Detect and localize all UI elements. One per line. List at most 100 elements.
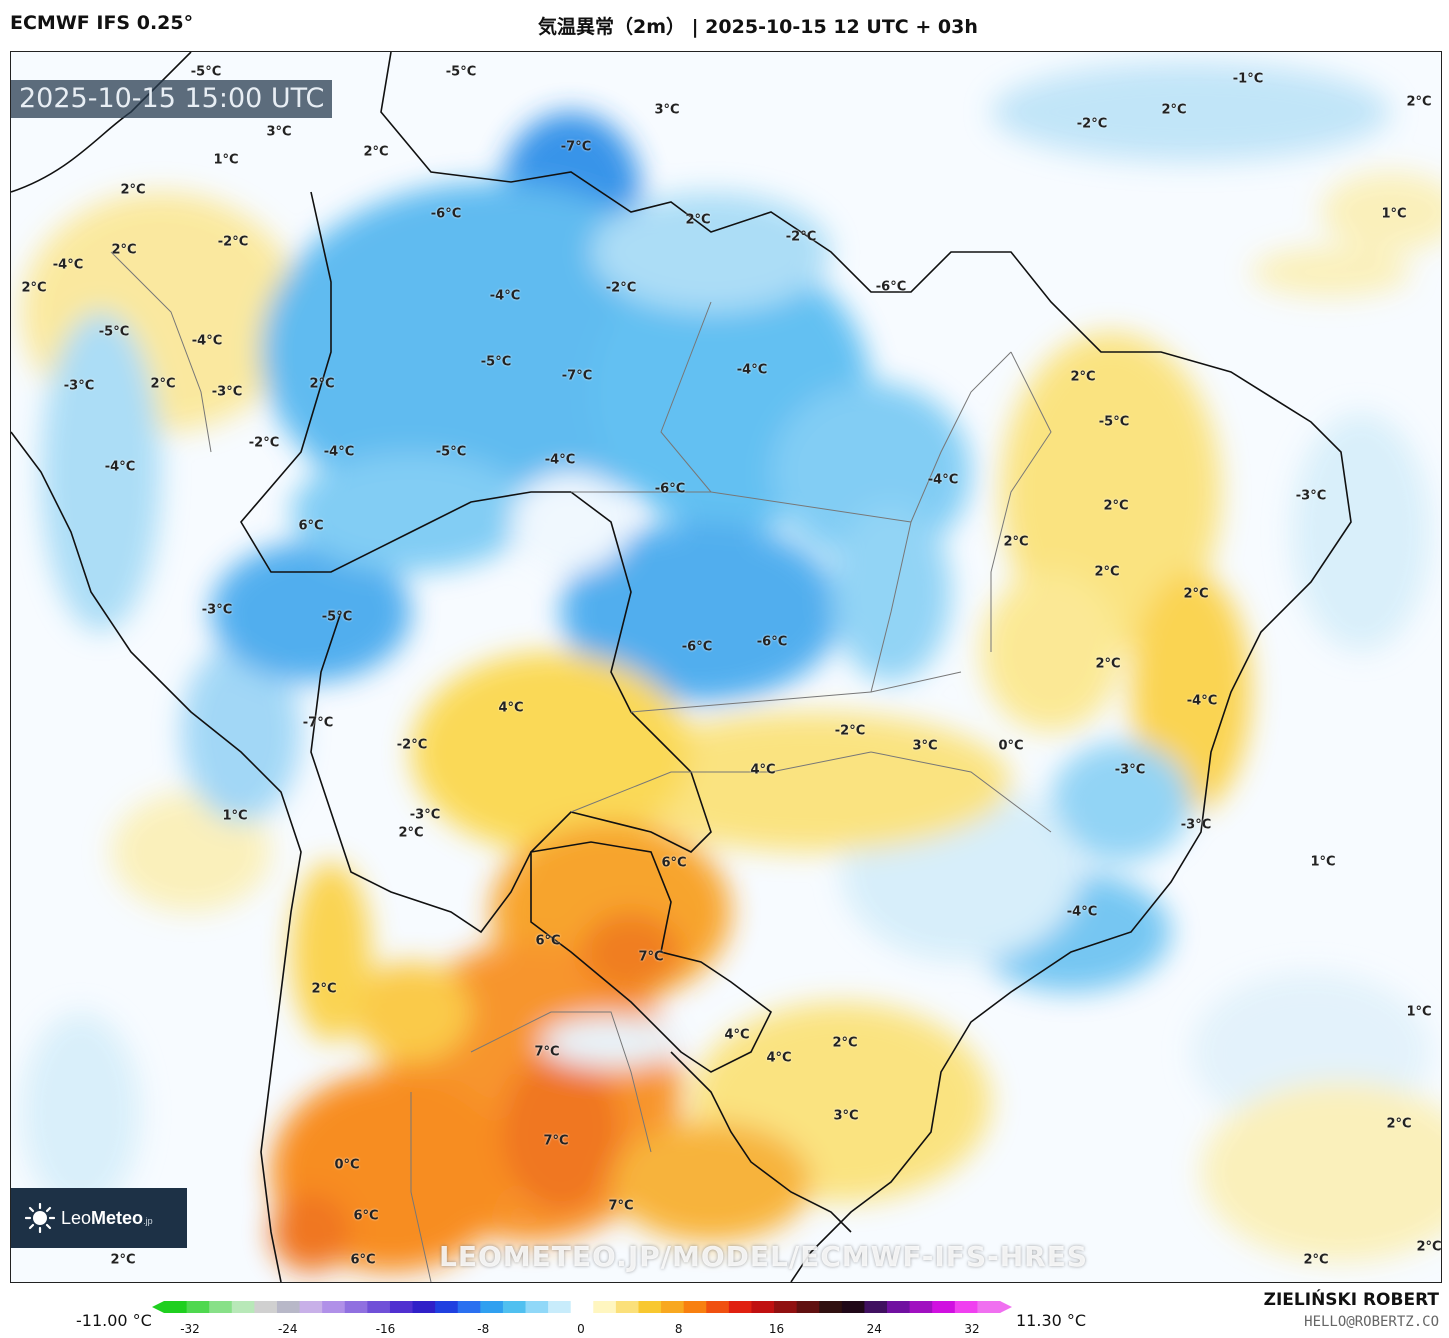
anomaly-label: 3°C bbox=[654, 102, 680, 118]
color-scale-swatch bbox=[322, 1301, 346, 1313]
color-scale-swatch bbox=[683, 1301, 707, 1313]
anomaly-label: 2°C bbox=[1094, 564, 1120, 580]
anomaly-map: 2025-10-15 15:00 UTC -5°C -5°C -1°C 2°C 3°C -… bbox=[10, 51, 1442, 1283]
color-scale-swatch bbox=[728, 1301, 752, 1313]
color-scale-swatch bbox=[164, 1301, 188, 1313]
anomaly-label: 2°C bbox=[150, 376, 176, 392]
color-scale-tick: -32 bbox=[180, 1322, 200, 1336]
anomaly-label: -2°C bbox=[396, 737, 428, 753]
color-scale-tick: -8 bbox=[477, 1322, 490, 1336]
anomaly-label: -6°C bbox=[681, 639, 713, 655]
color-scale-swatch bbox=[502, 1301, 527, 1313]
model-name: ECMWF IFS 0.25° bbox=[10, 12, 194, 34]
anomaly-label: 0°C bbox=[998, 738, 1024, 754]
anomaly-label: -5°C bbox=[1098, 414, 1130, 430]
anomaly-label: -2°C bbox=[1076, 116, 1108, 132]
color-scale-swatch bbox=[819, 1301, 843, 1313]
color-scale-swatch bbox=[344, 1301, 368, 1313]
anomaly-label: -2°C bbox=[834, 723, 866, 739]
anomaly-label: -2°C bbox=[785, 229, 817, 245]
anomaly-label: -4°C bbox=[323, 444, 355, 460]
color-scale-swatch bbox=[254, 1301, 278, 1313]
anomaly-label: 1°C bbox=[1406, 1004, 1432, 1020]
logo-text: LeoMeteo.jp bbox=[61, 1207, 153, 1228]
anomaly-label: -7°C bbox=[302, 715, 334, 731]
anomaly-label: -2°C bbox=[605, 280, 637, 296]
anomaly-label: 2°C bbox=[1183, 586, 1209, 602]
anomaly-label: 3°C bbox=[833, 1108, 859, 1124]
anomaly-label: -7°C bbox=[560, 139, 592, 155]
chart-title: 気温異常（2m） | 2025-10-15 12 UTC + 03h bbox=[538, 16, 978, 38]
anomaly-label: 1°C bbox=[1310, 854, 1336, 870]
anomaly-label: -5°C bbox=[98, 324, 130, 340]
color-scale-swatch bbox=[548, 1301, 572, 1313]
color-scale-swatch bbox=[661, 1301, 685, 1313]
color-scale-tick: 0 bbox=[577, 1322, 585, 1336]
anomaly-label: 2°C bbox=[311, 981, 337, 997]
anomaly-label: 4°C bbox=[498, 700, 524, 716]
color-scale-swatch bbox=[932, 1301, 956, 1313]
anomaly-label: 3°C bbox=[266, 124, 292, 140]
anomaly-label: -4°C bbox=[927, 472, 959, 488]
anomaly-label: -3°C bbox=[211, 384, 243, 400]
anomaly-label: 4°C bbox=[724, 1027, 750, 1043]
anomaly-label: 2°C bbox=[21, 280, 47, 296]
color-scale-swatch bbox=[276, 1301, 301, 1313]
anomaly-label: 2°C bbox=[398, 825, 424, 841]
anomaly-label: 2°C bbox=[1070, 369, 1096, 385]
anomaly-label: -2°C bbox=[248, 435, 280, 451]
color-scale-tick: 24 bbox=[866, 1322, 882, 1336]
anomaly-label: -6°C bbox=[875, 279, 907, 295]
author-name: ZIELIŃSKI ROBERT bbox=[1263, 1290, 1439, 1310]
anomaly-label: 6°C bbox=[353, 1208, 379, 1224]
anomaly-label: -5°C bbox=[445, 64, 477, 80]
anomaly-label: -6°C bbox=[430, 206, 462, 222]
anomaly-label: 6°C bbox=[298, 518, 324, 534]
color-scale-tick: -24 bbox=[277, 1322, 298, 1336]
anomaly-label: -3°C bbox=[1114, 762, 1146, 778]
anomaly-field bbox=[11, 52, 1441, 1282]
color-scale-swatch bbox=[909, 1301, 933, 1313]
anomaly-label: 2°C bbox=[832, 1035, 858, 1051]
anomaly-label: 7°C bbox=[638, 949, 664, 965]
anomaly-label: 2°C bbox=[1103, 498, 1129, 514]
color-scale-swatch bbox=[774, 1301, 798, 1313]
anomaly-label: 2°C bbox=[1003, 534, 1029, 550]
anomaly-label: -3°C bbox=[201, 602, 233, 618]
color-scale-swatch bbox=[389, 1301, 414, 1313]
anomaly-label: -4°C bbox=[1186, 693, 1218, 709]
anomaly-label: 2°C bbox=[1161, 102, 1187, 118]
anomaly-label: 4°C bbox=[766, 1050, 792, 1066]
anomaly-label: -5°C bbox=[190, 64, 222, 80]
anomaly-label: 2°C bbox=[111, 242, 137, 258]
color-scale-swatch bbox=[186, 1301, 210, 1313]
color-scale-tick: 32 bbox=[964, 1322, 980, 1336]
anomaly-label: 7°C bbox=[608, 1198, 634, 1214]
color-scale-swatch bbox=[525, 1301, 549, 1313]
anomaly-label: -3°C bbox=[1180, 817, 1212, 833]
color-scale-swatch bbox=[367, 1301, 391, 1313]
anomaly-label: -5°C bbox=[480, 354, 512, 370]
anomaly-label: 2°C bbox=[309, 376, 335, 392]
anomaly-label: 2°C bbox=[363, 144, 389, 160]
scale-min-arrow bbox=[152, 1301, 164, 1313]
anomaly-label: 2°C bbox=[1095, 656, 1121, 672]
color-scale-swatch bbox=[954, 1301, 978, 1313]
anomaly-label: 2°C bbox=[110, 1252, 136, 1268]
leometeo-logo: LeoMeteo.jp bbox=[11, 1188, 187, 1248]
color-scale-swatch bbox=[209, 1301, 233, 1313]
anomaly-label: -4°C bbox=[544, 452, 576, 468]
anomaly-label: 2°C bbox=[1386, 1116, 1412, 1132]
anomaly-label: 1°C bbox=[1381, 206, 1407, 222]
color-scale-tick: 16 bbox=[768, 1322, 785, 1336]
anomaly-label: -4°C bbox=[191, 333, 223, 349]
anomaly-label: 1°C bbox=[222, 808, 248, 824]
anomaly-label: -3°C bbox=[409, 807, 441, 823]
color-scale-swatch bbox=[593, 1301, 617, 1313]
anomaly-label: -1°C bbox=[1232, 71, 1264, 87]
anomaly-label: 7°C bbox=[543, 1133, 569, 1149]
anomaly-label: -5°C bbox=[321, 609, 353, 625]
color-scale-swatch bbox=[841, 1301, 865, 1313]
anomaly-label: 2°C bbox=[1416, 1239, 1442, 1255]
color-scale-swatch bbox=[977, 1301, 1001, 1313]
